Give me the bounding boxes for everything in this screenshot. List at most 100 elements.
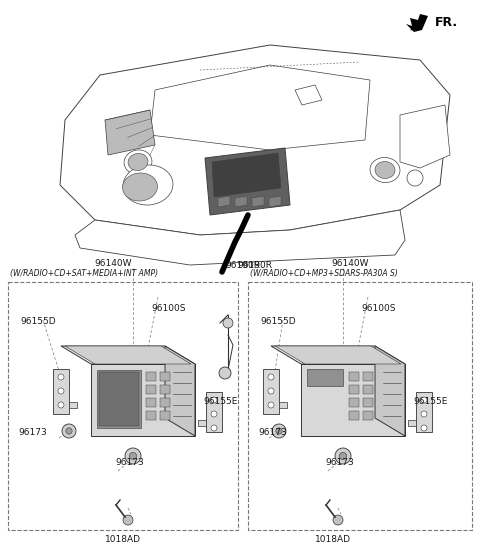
Ellipse shape bbox=[122, 173, 157, 201]
Ellipse shape bbox=[123, 165, 173, 205]
Circle shape bbox=[62, 424, 76, 438]
Circle shape bbox=[211, 425, 217, 431]
Polygon shape bbox=[61, 346, 195, 364]
Circle shape bbox=[211, 397, 217, 403]
Polygon shape bbox=[406, 14, 428, 32]
Circle shape bbox=[335, 448, 351, 464]
Text: 1018AD: 1018AD bbox=[315, 535, 351, 544]
Circle shape bbox=[421, 425, 427, 431]
Polygon shape bbox=[363, 398, 373, 407]
Ellipse shape bbox=[370, 157, 400, 182]
Polygon shape bbox=[65, 346, 191, 364]
Polygon shape bbox=[69, 402, 77, 408]
Circle shape bbox=[58, 388, 64, 394]
Polygon shape bbox=[75, 210, 405, 265]
Text: FR.: FR. bbox=[435, 16, 458, 29]
Text: (W/RADIO+CD+SAT+MEDIA+INT AMP): (W/RADIO+CD+SAT+MEDIA+INT AMP) bbox=[10, 269, 158, 278]
Polygon shape bbox=[400, 105, 450, 168]
Text: 96155E: 96155E bbox=[203, 397, 238, 406]
Polygon shape bbox=[269, 196, 281, 207]
Polygon shape bbox=[408, 420, 416, 426]
Text: 96140W: 96140W bbox=[331, 259, 369, 268]
Circle shape bbox=[123, 515, 133, 525]
Polygon shape bbox=[53, 369, 69, 414]
Circle shape bbox=[421, 411, 427, 417]
Polygon shape bbox=[212, 153, 281, 197]
Ellipse shape bbox=[375, 162, 395, 179]
Text: 96190R: 96190R bbox=[226, 261, 261, 270]
Polygon shape bbox=[146, 372, 156, 381]
Text: 96100S: 96100S bbox=[361, 304, 396, 313]
Polygon shape bbox=[363, 372, 373, 381]
Text: 96190R: 96190R bbox=[237, 261, 272, 270]
Polygon shape bbox=[301, 364, 405, 436]
Bar bbox=[248, 282, 472, 530]
Polygon shape bbox=[97, 370, 141, 428]
Polygon shape bbox=[349, 398, 359, 407]
Polygon shape bbox=[375, 346, 405, 436]
Text: 96155E: 96155E bbox=[413, 397, 447, 406]
Circle shape bbox=[421, 397, 427, 403]
Polygon shape bbox=[91, 364, 195, 436]
Polygon shape bbox=[275, 346, 401, 364]
Text: 1018AD: 1018AD bbox=[105, 535, 141, 544]
Polygon shape bbox=[198, 420, 206, 426]
Circle shape bbox=[211, 411, 217, 417]
Ellipse shape bbox=[128, 153, 148, 170]
Polygon shape bbox=[160, 385, 170, 394]
Polygon shape bbox=[363, 385, 373, 394]
Polygon shape bbox=[160, 372, 170, 381]
Polygon shape bbox=[150, 65, 370, 150]
Polygon shape bbox=[263, 369, 279, 414]
Circle shape bbox=[223, 318, 233, 328]
Polygon shape bbox=[146, 411, 156, 420]
Polygon shape bbox=[307, 369, 343, 386]
Circle shape bbox=[276, 428, 282, 434]
Circle shape bbox=[268, 402, 274, 408]
Circle shape bbox=[130, 453, 137, 460]
Polygon shape bbox=[218, 196, 230, 207]
Circle shape bbox=[58, 374, 64, 380]
Text: 96100S: 96100S bbox=[151, 304, 185, 313]
Circle shape bbox=[268, 388, 274, 394]
Polygon shape bbox=[363, 411, 373, 420]
Text: (W/RADIO+CD+MP3+SDARS-PA30A S): (W/RADIO+CD+MP3+SDARS-PA30A S) bbox=[250, 269, 398, 278]
Polygon shape bbox=[252, 196, 264, 207]
Circle shape bbox=[125, 448, 141, 464]
Text: 96155D: 96155D bbox=[20, 317, 56, 326]
Polygon shape bbox=[295, 85, 322, 105]
Ellipse shape bbox=[124, 150, 152, 174]
Circle shape bbox=[268, 374, 274, 380]
Polygon shape bbox=[205, 148, 290, 215]
Polygon shape bbox=[349, 372, 359, 381]
Polygon shape bbox=[99, 372, 139, 426]
Polygon shape bbox=[235, 196, 247, 207]
Polygon shape bbox=[206, 392, 222, 432]
Circle shape bbox=[219, 367, 231, 379]
Polygon shape bbox=[146, 385, 156, 394]
Polygon shape bbox=[160, 398, 170, 407]
Circle shape bbox=[58, 402, 64, 408]
Polygon shape bbox=[416, 392, 432, 432]
Polygon shape bbox=[349, 385, 359, 394]
Polygon shape bbox=[271, 346, 405, 364]
Circle shape bbox=[407, 170, 423, 186]
Polygon shape bbox=[349, 411, 359, 420]
Polygon shape bbox=[160, 411, 170, 420]
Polygon shape bbox=[60, 45, 450, 235]
Text: 96155D: 96155D bbox=[260, 317, 296, 326]
Text: 96173: 96173 bbox=[258, 428, 287, 437]
Polygon shape bbox=[279, 402, 287, 408]
Circle shape bbox=[339, 453, 347, 460]
Circle shape bbox=[272, 424, 286, 438]
Text: 96173: 96173 bbox=[115, 458, 144, 467]
Polygon shape bbox=[146, 398, 156, 407]
Text: 96140W: 96140W bbox=[94, 259, 132, 268]
Text: 96173: 96173 bbox=[18, 428, 47, 437]
Circle shape bbox=[333, 515, 343, 525]
Text: 96173: 96173 bbox=[325, 458, 354, 467]
Bar bbox=[8, 282, 238, 530]
Circle shape bbox=[66, 428, 72, 434]
Polygon shape bbox=[105, 110, 155, 155]
Polygon shape bbox=[165, 346, 195, 436]
